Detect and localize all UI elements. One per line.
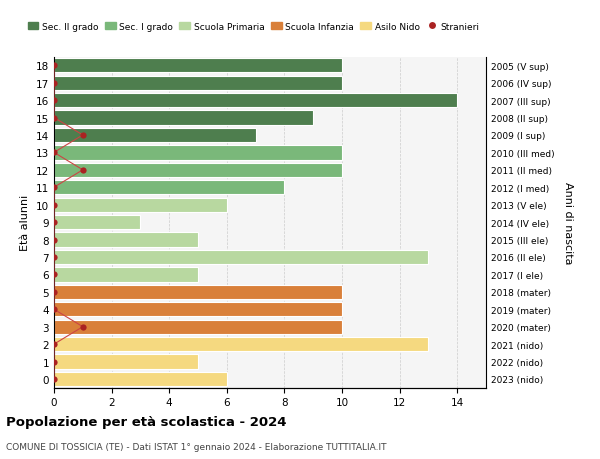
Bar (54, 59, 342, 73)
Text: COMUNE DI TOSSICIA (TE) - Dati ISTAT 1° gennaio 2024 - Elaborazione TUTTITALIA.I: COMUNE DI TOSSICIA (TE) - Dati ISTAT 1° … (6, 442, 386, 451)
Bar (54, 215, 140, 230)
Bar (54, 372, 227, 386)
Bar (54, 302, 342, 317)
Bar (54, 355, 198, 369)
Bar (54, 76, 342, 90)
Text: Popolazione per età scolastica - 2024: Popolazione per età scolastica - 2024 (6, 415, 287, 428)
Bar (54, 111, 313, 125)
Bar (54, 233, 198, 247)
Bar (54, 94, 457, 108)
Y-axis label: Anni di nascita: Anni di nascita (563, 181, 573, 264)
Bar (54, 337, 428, 352)
Bar (54, 268, 198, 282)
Bar (54, 146, 342, 160)
Bar (54, 163, 342, 178)
Bar (54, 181, 284, 195)
Y-axis label: Età alunni: Età alunni (20, 195, 31, 251)
Bar (54, 250, 428, 264)
Legend: Sec. II grado, Sec. I grado, Scuola Primaria, Scuola Infanzia, Asilo Nido, Stran: Sec. II grado, Sec. I grado, Scuola Prim… (24, 19, 484, 35)
Bar (54, 285, 342, 299)
Bar (54, 129, 256, 143)
Bar (54, 320, 342, 334)
Bar (54, 198, 227, 213)
